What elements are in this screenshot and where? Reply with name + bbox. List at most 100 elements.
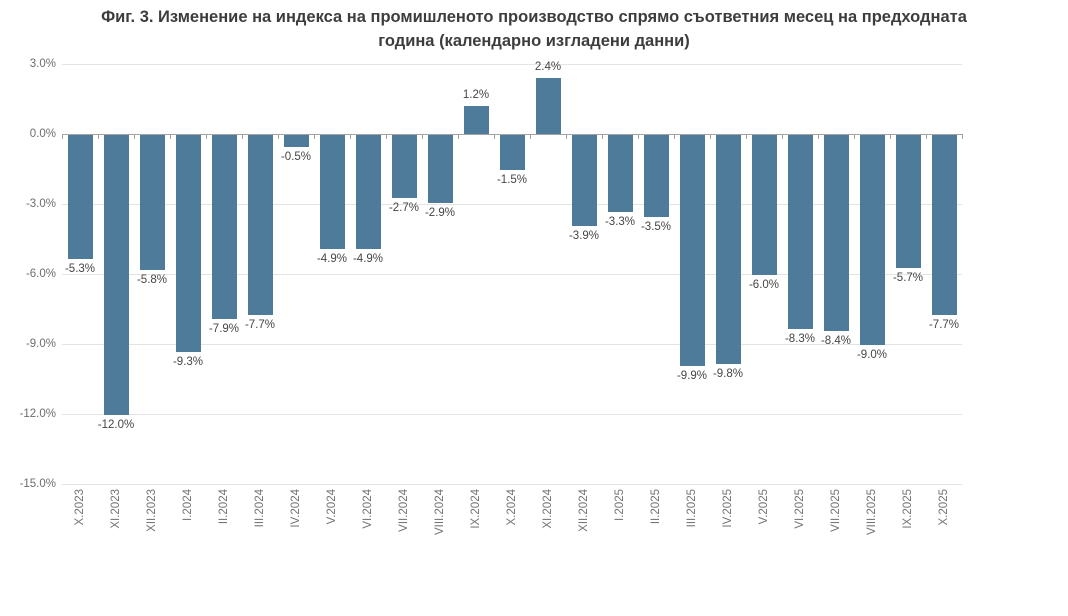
x-tick-label: X.2023 — [74, 489, 86, 526]
bar-value-label: -4.9% — [316, 253, 348, 266]
bar — [751, 135, 777, 275]
x-tick-label: V.2024 — [326, 489, 338, 525]
bar-value-label: -4.9% — [352, 253, 384, 266]
x-axis-tick — [386, 135, 387, 139]
bar — [931, 135, 957, 315]
bar-value-label: -8.4% — [820, 334, 852, 347]
y-tick-label: -15.0% — [19, 477, 56, 490]
y-tick-label: -9.0% — [25, 337, 56, 350]
x-axis-tick — [98, 135, 99, 139]
x-tick-label: II.2024 — [218, 489, 230, 525]
x-tick-label: X.2025 — [938, 489, 950, 526]
bar — [283, 135, 309, 147]
x-tick-label: X.2024 — [506, 489, 518, 526]
bar-value-label: -3.9% — [568, 229, 600, 242]
x-axis-tick — [854, 135, 855, 139]
x-tick-label: IV.2025 — [722, 489, 734, 528]
x-axis-tick — [422, 135, 423, 139]
bar-value-label: -9.9% — [676, 369, 708, 382]
bar-value-label: -9.3% — [172, 355, 204, 368]
bar — [319, 135, 345, 250]
bar — [355, 135, 381, 250]
bar — [823, 135, 849, 331]
bar-value-label: -2.9% — [424, 206, 456, 219]
x-axis-tick — [242, 135, 243, 139]
bar-value-label: -5.7% — [892, 271, 924, 284]
x-tick-label: III.2025 — [686, 489, 698, 528]
x-tick-label: III.2024 — [254, 489, 266, 528]
bar-value-label: 1.2% — [462, 89, 490, 101]
bar — [103, 135, 129, 415]
y-tick-label: -3.0% — [25, 197, 56, 210]
x-axis-tick — [926, 135, 927, 139]
x-tick-label: IX.2024 — [470, 489, 482, 529]
y-gridline — [62, 273, 962, 275]
x-axis-tick — [134, 135, 135, 139]
bar-value-label: -7.7% — [244, 318, 276, 331]
x-axis-tick — [962, 135, 963, 139]
x-tick-label: VIII.2025 — [866, 489, 878, 536]
x-tick-label: IV.2024 — [290, 489, 302, 528]
y-gridline — [62, 413, 962, 415]
x-axis-tick — [62, 135, 63, 139]
x-tick-label: XII.2023 — [146, 489, 158, 532]
x-tick-label: XII.2024 — [578, 489, 590, 532]
bar — [571, 135, 597, 226]
x-axis-tick — [206, 135, 207, 139]
y-tick-label: 0.0% — [29, 128, 56, 140]
x-axis-tick — [818, 135, 819, 139]
bar-value-label: -9.8% — [712, 367, 744, 380]
bar — [391, 135, 417, 198]
x-axis-tick — [746, 135, 747, 139]
x-tick-label: V.2025 — [758, 489, 770, 525]
x-tick-label: VII.2024 — [398, 489, 410, 532]
y-tick-label: 3.0% — [29, 58, 56, 70]
bar — [463, 106, 489, 134]
bar — [535, 78, 561, 134]
x-axis-tick — [530, 135, 531, 139]
y-gridline — [62, 343, 962, 345]
y-gridline — [62, 483, 962, 485]
x-axis-tick — [890, 135, 891, 139]
x-tick-label: VI.2024 — [362, 489, 374, 529]
bar — [607, 135, 633, 212]
x-axis-tick — [278, 135, 279, 139]
x-axis-tick — [350, 135, 351, 139]
bar — [139, 135, 165, 271]
x-tick-label: XI.2024 — [542, 489, 554, 529]
x-tick-label: IX.2025 — [902, 489, 914, 529]
bar — [499, 135, 525, 170]
x-axis-tick — [170, 135, 171, 139]
bar-value-label: 2.4% — [534, 61, 562, 73]
bar — [211, 135, 237, 320]
x-tick-label: VII.2025 — [830, 489, 842, 532]
x-axis-tick — [638, 135, 639, 139]
bar-value-label: -2.7% — [388, 201, 420, 214]
bar — [859, 135, 885, 345]
y-tick-label: -12.0% — [19, 407, 56, 420]
bar — [67, 135, 93, 259]
bar — [175, 135, 201, 352]
x-tick-label: I.2024 — [182, 489, 194, 521]
x-axis-tick — [458, 135, 459, 139]
x-tick-label: VI.2025 — [794, 489, 806, 529]
x-axis-tick — [782, 135, 783, 139]
bar — [715, 135, 741, 364]
bar-value-label: -0.5% — [280, 150, 312, 163]
bar — [427, 135, 453, 203]
x-axis-tick — [602, 135, 603, 139]
x-axis-tick — [314, 135, 315, 139]
bar — [247, 135, 273, 315]
x-axis-tick — [494, 135, 495, 139]
chart-title-line2: година (календарно изгладени данни) — [378, 32, 690, 50]
y-gridline — [62, 203, 962, 205]
bar — [787, 135, 813, 329]
bar-value-label: -12.0% — [97, 418, 135, 431]
bar-value-label: -5.8% — [136, 274, 168, 287]
x-tick-label: I.2025 — [614, 489, 626, 521]
bar-value-label: -7.7% — [928, 318, 960, 331]
bar — [895, 135, 921, 268]
bar-value-label: -7.9% — [208, 323, 240, 336]
